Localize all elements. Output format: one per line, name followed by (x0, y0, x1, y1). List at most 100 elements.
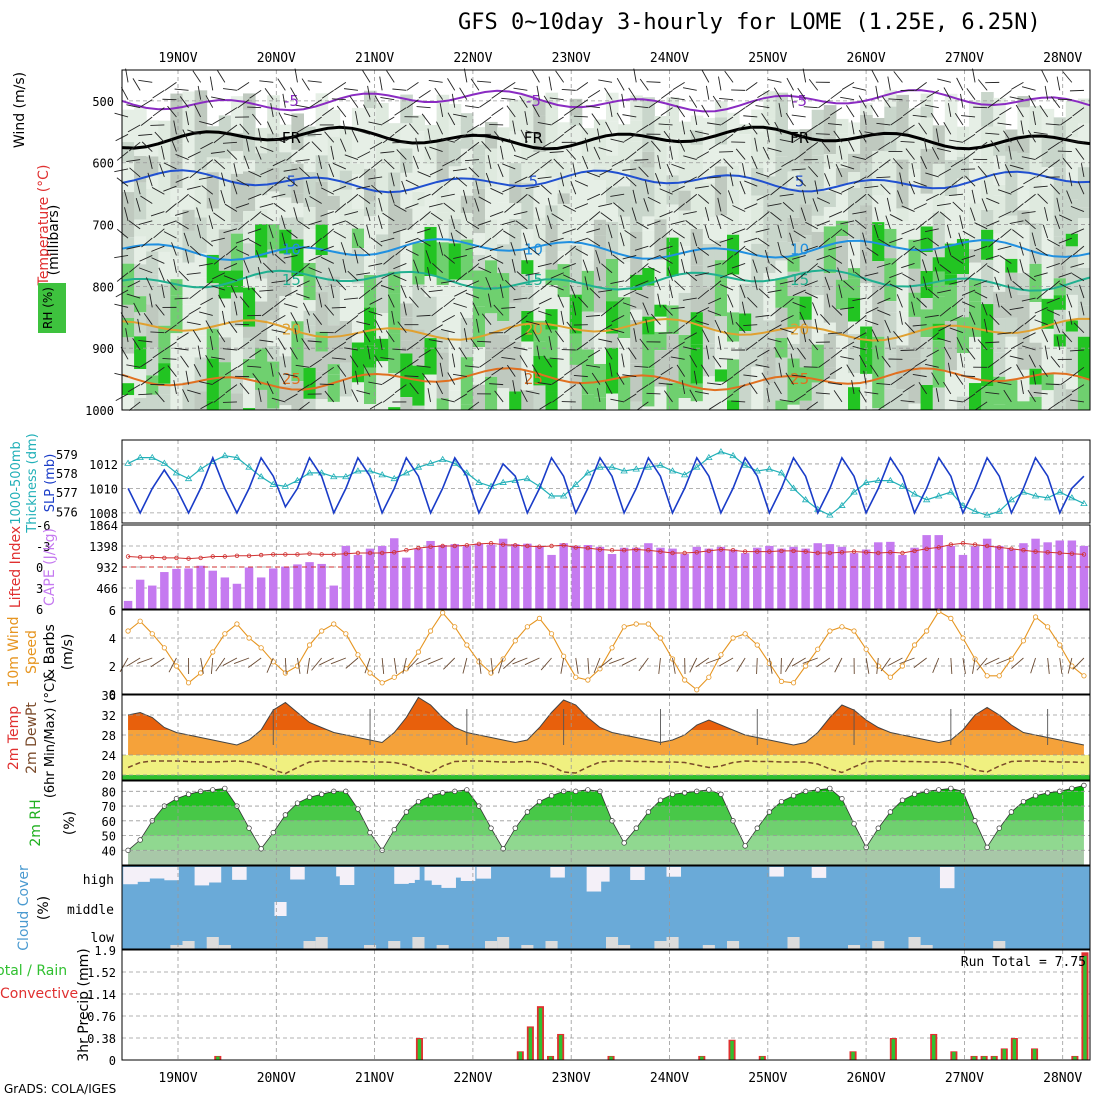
wind-barb (563, 107, 577, 116)
rh-shading-cell (545, 391, 559, 410)
wind-barb (405, 248, 419, 256)
precip-tick: 0.76 (87, 1010, 116, 1024)
wind-barb (552, 393, 564, 403)
wind-barb (223, 263, 238, 270)
date-label-bottom: 23NOV (552, 1071, 591, 1086)
rh-shading-cell (327, 210, 341, 251)
wind-barb (733, 366, 746, 376)
cape-bar (765, 545, 774, 609)
thickness-marker (971, 507, 979, 514)
wind-barb (365, 207, 371, 221)
wind-barb (732, 205, 746, 212)
wind-barb (829, 107, 843, 116)
precip-frame (121, 949, 1091, 1061)
wind-barb (548, 336, 552, 351)
rh-shading-cell (509, 218, 522, 238)
wind-barb (552, 133, 564, 144)
wind-barb (607, 224, 613, 239)
wind-speed-marker (657, 635, 664, 641)
li-marker (150, 555, 155, 560)
wind-speed-marker (706, 674, 712, 680)
wind-barb (1042, 224, 1049, 239)
rh-shading-cell (170, 258, 183, 280)
wind-barb (1009, 355, 1024, 360)
cape-bar (680, 554, 689, 609)
wind-barb (576, 81, 589, 91)
rh-shading-cell (303, 300, 317, 311)
wind-frame (121, 609, 1091, 695)
wind-barb (1035, 151, 1048, 160)
wind-barb (937, 78, 951, 83)
wind-barb (924, 104, 939, 109)
precip-tick: 0.38 (87, 1032, 116, 1046)
wind-barb (604, 347, 613, 360)
wind-barb (647, 255, 661, 261)
rh-shading-cell (581, 161, 595, 173)
date-label-bottom: 22NOV (453, 1071, 492, 1086)
label-lifted-index: Lifted Index (8, 526, 24, 608)
cloud-low-bar (182, 941, 195, 949)
rh-shading-cell (243, 171, 256, 212)
wind-barb (544, 319, 552, 333)
cloud-low-bar (412, 937, 425, 949)
wind-barb (419, 211, 431, 221)
wind-barb (197, 345, 202, 360)
rh-shading-cell (364, 275, 377, 308)
wind-barb (661, 349, 673, 359)
rh-shading-cell (581, 172, 595, 221)
wind-barb (778, 362, 782, 377)
wind-barb (540, 159, 552, 169)
rh-shading-cell (654, 186, 667, 220)
wind-barb (1004, 164, 1012, 178)
li-marker (476, 541, 482, 547)
wind-barb (745, 341, 758, 351)
rh-shading-cell (1041, 137, 1055, 168)
wind-barb (631, 207, 637, 221)
rh-shading-cell (739, 331, 752, 370)
wind-barb (943, 121, 952, 135)
wind-barb (443, 176, 456, 187)
rh-shading-cell (775, 260, 788, 279)
wind-barb (225, 124, 238, 134)
wind-barb (987, 376, 1000, 385)
rh-shading-cell (460, 148, 474, 196)
rh-shading-cell (884, 353, 897, 389)
wind-barb (454, 133, 468, 142)
rh-shading-cell (751, 168, 764, 196)
rh-shading-cell (1029, 263, 1043, 303)
cape-bar (256, 577, 266, 609)
cloud-high-gap (232, 867, 247, 880)
rh-shading-cell (799, 189, 813, 205)
wind-barb (347, 270, 359, 282)
wind-barb (765, 267, 770, 281)
rh-tick: 40 (102, 844, 116, 858)
wind-barb (937, 289, 951, 294)
wind-barb (709, 159, 722, 169)
rh-shading-cell (848, 321, 861, 335)
rh-shading-cell (727, 400, 740, 410)
wind-barb (500, 145, 504, 160)
wind-barb (878, 238, 891, 247)
rh-shading-cell (545, 151, 559, 177)
rh-shading-cell (122, 192, 135, 238)
wind-barb (720, 213, 734, 222)
wind-barb (481, 313, 492, 325)
wind-barb (237, 358, 250, 368)
rh-shading-cell (122, 109, 135, 143)
wind-barb (611, 159, 625, 167)
wind-barb (342, 258, 347, 273)
wind-tick: 4 (109, 632, 116, 646)
cloud-high-gap (460, 867, 476, 881)
wind-barb (1032, 111, 1036, 126)
wind-barb (307, 340, 322, 343)
wind-barb (502, 163, 516, 170)
wind-barb (892, 158, 903, 170)
wind-barb (271, 280, 286, 284)
li-marker (960, 541, 966, 546)
rh-shading-cell (1053, 117, 1067, 168)
rh-shading-cell (412, 284, 425, 330)
wind-barb (199, 120, 213, 126)
wind-barb (610, 280, 625, 284)
label-wind10-a: 10m Wind (6, 616, 22, 687)
wind-barb (911, 163, 915, 177)
